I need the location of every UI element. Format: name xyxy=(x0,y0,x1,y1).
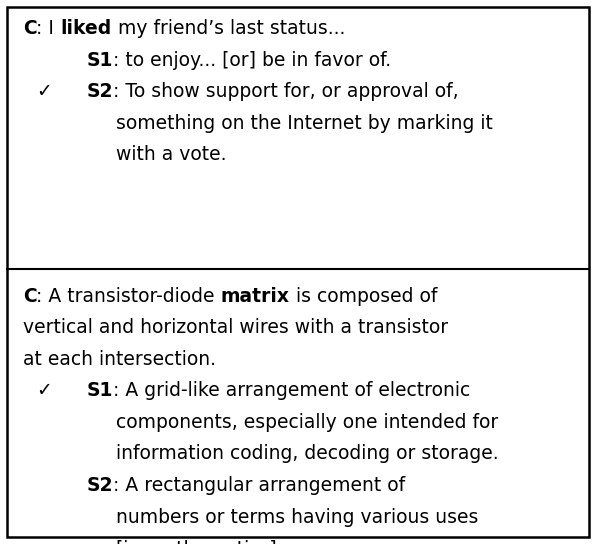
Text: with a vote.: with a vote. xyxy=(116,145,226,164)
Text: at each intersection.: at each intersection. xyxy=(23,350,216,369)
Text: : A rectangular arrangement of: : A rectangular arrangement of xyxy=(113,476,405,495)
Text: S1: S1 xyxy=(86,51,113,70)
Text: ✓: ✓ xyxy=(36,381,51,400)
Text: ✓: ✓ xyxy=(36,82,51,101)
Text: : A transistor-diode: : A transistor-diode xyxy=(36,287,221,306)
Text: S1: S1 xyxy=(86,381,113,400)
Text: components, especially one intended for: components, especially one intended for xyxy=(116,413,498,432)
Text: : to enjoy... [or] be in favor of.: : to enjoy... [or] be in favor of. xyxy=(113,51,391,70)
Text: something on the Internet by marking it: something on the Internet by marking it xyxy=(116,114,493,133)
Text: : A grid-like arrangement of electronic: : A grid-like arrangement of electronic xyxy=(113,381,470,400)
Text: C: C xyxy=(23,19,36,38)
Text: liked: liked xyxy=(60,19,111,38)
Text: S2: S2 xyxy=(86,476,113,495)
Text: vertical and horizontal wires with a transistor: vertical and horizontal wires with a tra… xyxy=(23,318,448,337)
Text: matrix: matrix xyxy=(221,287,290,306)
Text: is composed of: is composed of xyxy=(290,287,437,306)
FancyBboxPatch shape xyxy=(7,7,589,537)
Text: : To show support for, or approval of,: : To show support for, or approval of, xyxy=(113,82,458,101)
Text: information coding, decoding or storage.: information coding, decoding or storage. xyxy=(116,444,499,463)
Text: S2: S2 xyxy=(86,82,113,101)
Text: numbers or terms having various uses: numbers or terms having various uses xyxy=(116,508,479,527)
Text: : I: : I xyxy=(36,19,60,38)
Text: [in mathematics].: [in mathematics]. xyxy=(116,539,283,544)
Text: my friend’s last status...: my friend’s last status... xyxy=(111,19,345,38)
Text: C: C xyxy=(23,287,36,306)
